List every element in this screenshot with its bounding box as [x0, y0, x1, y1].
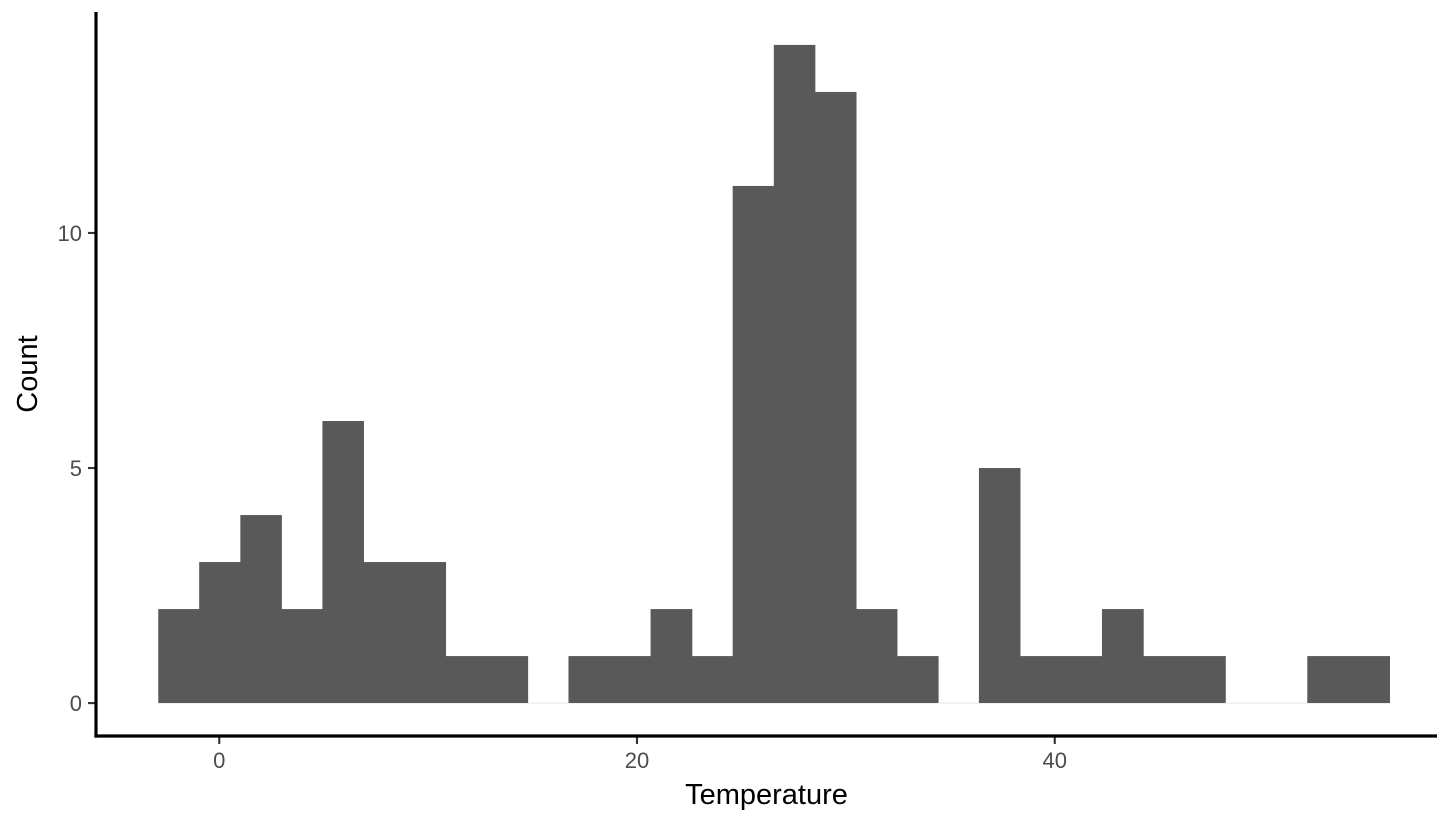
y-tick-label-10: 10 — [58, 221, 82, 246]
histogram-bar-13 — [691, 656, 734, 704]
x-axis-ticks: 0 20 40 — [213, 736, 1067, 773]
histogram-bar-11 — [609, 656, 652, 704]
histogram-bar-29 — [1348, 656, 1390, 704]
y-tick-label-0: 0 — [70, 691, 82, 716]
histogram-bar-16 — [814, 91, 857, 704]
histogram-bar-8 — [486, 656, 529, 704]
x-axis-title: Temperature — [685, 779, 848, 811]
y-tick-label-5: 5 — [70, 456, 82, 481]
histogram-bar-17 — [855, 609, 898, 704]
histogram-bar-6 — [404, 562, 447, 704]
bars-layer — [158, 44, 1390, 704]
histogram-bar-21 — [1019, 656, 1062, 704]
histogram-bar-25 — [1184, 656, 1226, 704]
histogram-bar-22 — [1061, 656, 1103, 704]
x-tick-label-40: 40 — [1043, 748, 1067, 773]
histogram-bar-24 — [1143, 656, 1185, 704]
y-axis-title: Count — [12, 335, 44, 412]
histogram-bar-14 — [732, 185, 775, 704]
histogram-bar-15 — [773, 44, 816, 704]
x-tick-label-0: 0 — [213, 748, 225, 773]
histogram-bar-23 — [1101, 609, 1144, 704]
histogram-bar-3 — [281, 609, 324, 704]
histogram-bar-18 — [896, 656, 939, 704]
histogram-bar-0 — [158, 609, 200, 704]
histogram-bar-5 — [363, 562, 406, 704]
histogram-bar-10 — [568, 656, 611, 704]
histogram-bar-12 — [650, 609, 693, 704]
x-tick-label-20: 20 — [625, 748, 649, 773]
histogram-bar-2 — [240, 515, 282, 704]
histogram-bar-4 — [322, 421, 364, 704]
y-axis-ticks: 0 5 10 — [58, 221, 96, 716]
histogram-bar-28 — [1307, 656, 1349, 704]
histogram-bar-20 — [978, 468, 1021, 704]
histogram-bar-1 — [199, 562, 241, 704]
histogram-bar-7 — [445, 656, 488, 704]
